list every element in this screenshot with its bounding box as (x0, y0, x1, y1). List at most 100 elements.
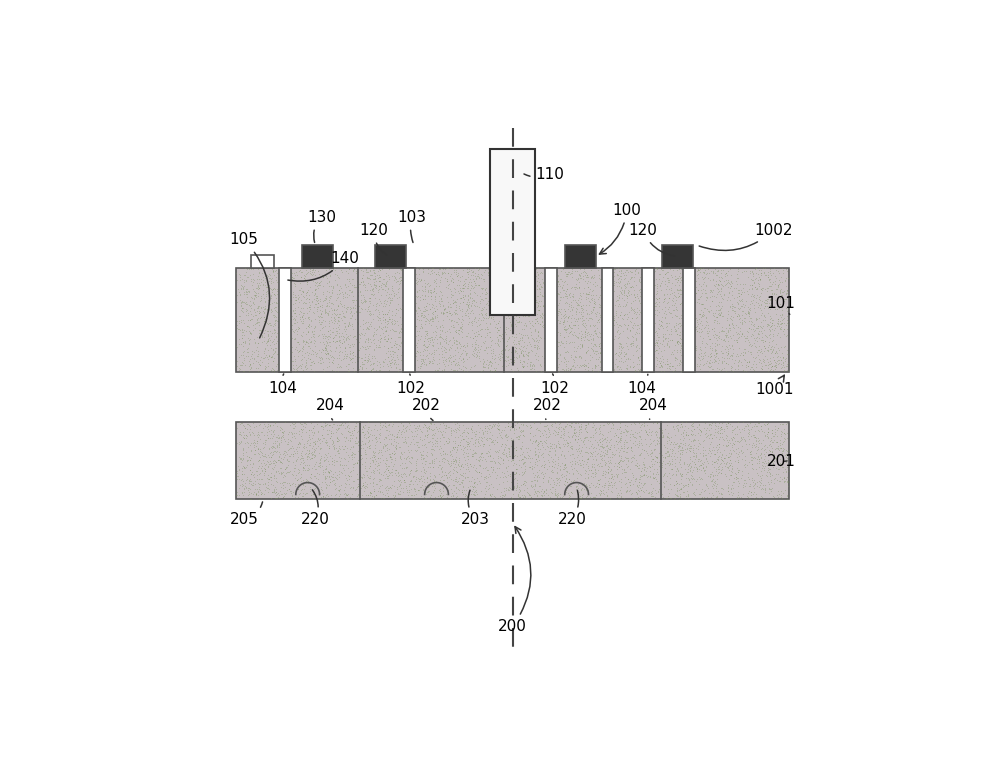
Point (685, 291, 701, 304)
Point (728, 471, 744, 483)
Point (442, 307, 458, 319)
Point (320, 325, 336, 338)
Point (541, 272, 557, 284)
Point (460, 268, 476, 281)
Point (490, 351, 506, 363)
Point (709, 439, 725, 452)
Point (623, 424, 639, 436)
Point (611, 265, 627, 278)
Point (313, 490, 329, 503)
Point (700, 263, 716, 275)
Point (460, 298, 476, 311)
Point (556, 314, 572, 326)
Point (557, 459, 573, 471)
Point (473, 470, 489, 482)
Point (774, 438, 790, 450)
Point (493, 308, 509, 321)
Point (622, 338, 638, 350)
Point (740, 423, 756, 436)
Point (580, 314, 596, 326)
Point (611, 337, 627, 349)
Point (364, 282, 380, 295)
Point (649, 337, 665, 349)
Point (778, 473, 794, 485)
Point (649, 438, 665, 450)
Point (574, 338, 590, 350)
Point (264, 462, 280, 474)
Point (321, 276, 337, 288)
Point (580, 334, 596, 346)
Point (526, 473, 542, 486)
Point (429, 311, 445, 323)
Point (631, 439, 647, 452)
Point (301, 318, 317, 331)
Point (592, 421, 608, 433)
Point (334, 336, 350, 348)
Point (371, 321, 387, 333)
Point (268, 331, 284, 343)
Point (238, 284, 254, 297)
Point (506, 424, 522, 436)
Point (514, 344, 530, 356)
Point (687, 312, 703, 325)
Point (677, 439, 693, 451)
Point (714, 355, 730, 367)
Point (673, 483, 689, 496)
Point (494, 264, 510, 276)
Point (299, 275, 315, 288)
Point (491, 462, 507, 474)
Point (429, 436, 445, 448)
Point (576, 437, 592, 449)
Point (762, 352, 778, 365)
Point (240, 308, 256, 321)
Point (326, 439, 342, 451)
Point (571, 445, 587, 457)
Point (734, 447, 750, 460)
Point (331, 345, 347, 358)
Point (365, 308, 381, 321)
Point (273, 363, 289, 375)
Point (561, 309, 577, 322)
Point (259, 335, 275, 348)
Point (550, 287, 566, 299)
Point (727, 354, 743, 366)
Point (579, 277, 595, 289)
Point (260, 305, 276, 318)
Point (532, 435, 548, 447)
Point (540, 298, 556, 311)
Point (602, 456, 618, 468)
Text: 204: 204 (316, 399, 345, 420)
Point (377, 489, 393, 501)
Point (632, 362, 648, 375)
Point (676, 480, 692, 492)
Point (734, 299, 750, 311)
Point (565, 294, 581, 306)
Point (764, 426, 780, 439)
Point (284, 266, 300, 278)
Point (267, 325, 283, 338)
Point (730, 264, 746, 277)
Point (437, 447, 453, 460)
Point (741, 322, 757, 334)
Point (620, 440, 636, 453)
Point (478, 446, 494, 459)
Point (731, 332, 747, 344)
Point (578, 271, 594, 284)
Point (664, 458, 680, 470)
Point (424, 429, 440, 441)
Point (469, 330, 485, 342)
Point (556, 341, 572, 353)
Point (747, 306, 763, 318)
Point (728, 473, 744, 486)
Point (329, 361, 345, 373)
Point (631, 274, 647, 286)
Point (695, 449, 711, 461)
Point (251, 273, 267, 285)
Point (264, 442, 280, 454)
Point (283, 269, 299, 281)
Point (301, 445, 317, 457)
Point (434, 268, 450, 280)
Point (730, 443, 746, 455)
Point (384, 291, 400, 304)
Point (770, 326, 786, 338)
